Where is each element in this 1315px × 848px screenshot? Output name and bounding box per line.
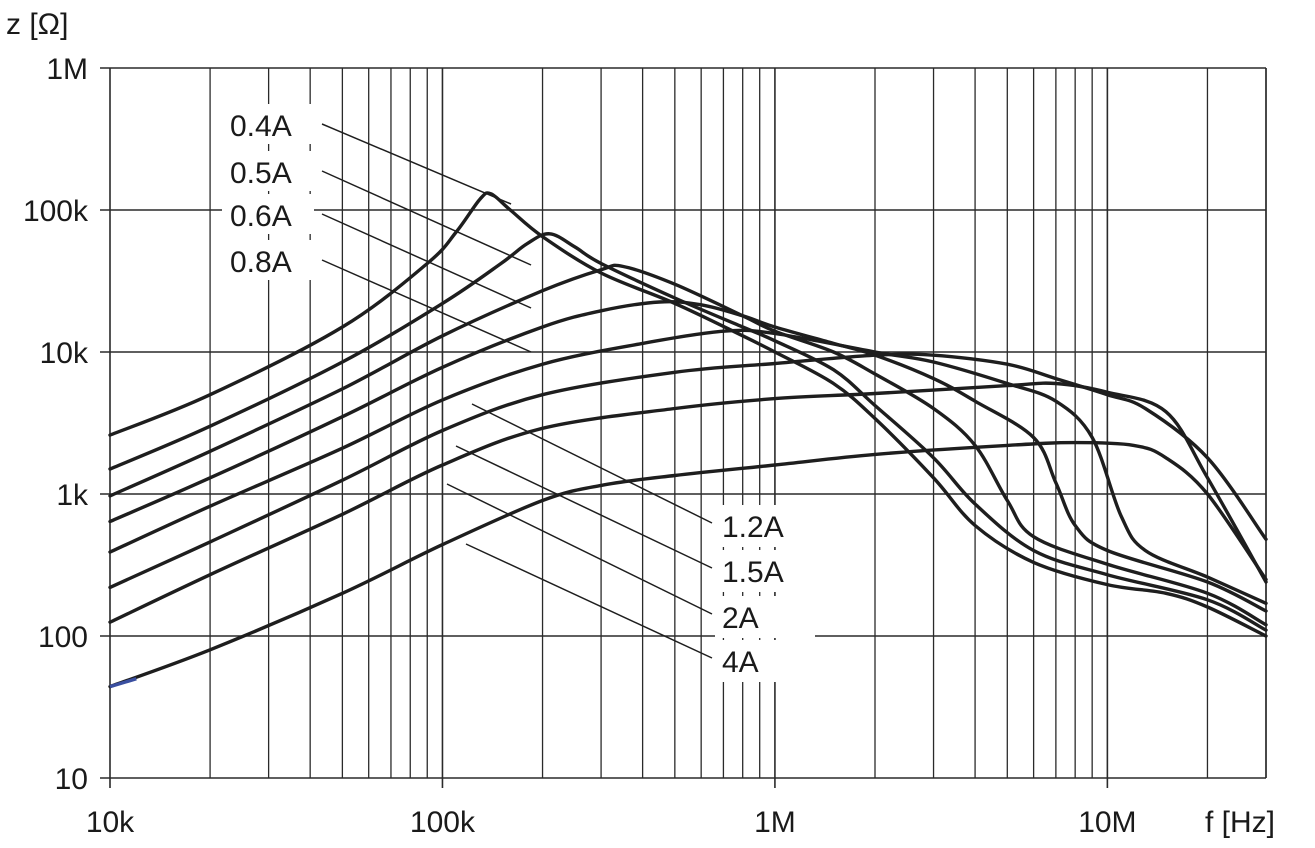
series-line-0.6A <box>108 263 1268 627</box>
legend-leader-line <box>465 543 713 659</box>
legend-label-bg <box>715 640 815 682</box>
legend-label-bg <box>222 151 314 191</box>
legend-leader-line <box>455 445 713 569</box>
series-line-0.4A <box>108 191 1268 638</box>
series-start-segment <box>109 677 137 689</box>
legend-label: 4A <box>722 646 759 679</box>
legend-label: 0.6A <box>230 200 292 233</box>
chart-grid <box>100 67 1267 788</box>
legend-label: 1.5A <box>722 556 784 589</box>
series-line-2A <box>108 381 1268 624</box>
legend-label-bg <box>222 104 314 144</box>
x-tick-label: 1M <box>754 806 796 839</box>
series-line-4A <box>108 440 1268 689</box>
legend-label: 0.5A <box>230 157 292 190</box>
legend-leader-line <box>471 403 713 524</box>
legend-label: 0.4A <box>230 110 292 143</box>
legend-leader-line <box>321 123 512 205</box>
y-tick-label: 100 <box>38 621 88 654</box>
chart-legend: 0.4A 0.5A 0.6A 0.8A 1.2A 1.5A 2A 4A <box>222 104 815 682</box>
series-line-0.8A <box>108 299 1268 613</box>
legend-label-bg <box>715 550 815 592</box>
legend-leader-line <box>321 170 532 266</box>
x-axis-label: f [Hz] <box>1205 806 1275 839</box>
y-tick-label: 10 <box>55 763 88 796</box>
y-tick-label: 10k <box>40 337 89 370</box>
x-tick-label: 10k <box>86 806 135 839</box>
legend-label-bg <box>715 505 815 547</box>
series-line-1.2A <box>108 328 1268 605</box>
legend-label-bg <box>222 240 314 280</box>
legend-label: 2A <box>722 602 759 635</box>
series-line-1.5A <box>108 352 1268 590</box>
legend-leader-line <box>321 259 532 353</box>
legend-label-bg <box>715 596 815 638</box>
x-tick-label: 100k <box>410 806 476 839</box>
tick-labels: 10 100 1k 10k 100k 1M 10k 100k 1M 10M <box>23 53 1137 839</box>
legend-label: 1.2A <box>722 511 784 544</box>
chart-series <box>108 191 1268 689</box>
y-tick-label: 100k <box>23 195 89 228</box>
legend-leader-line <box>321 213 532 309</box>
legend-label-bg <box>222 194 314 234</box>
y-tick-label: 1M <box>46 53 88 86</box>
y-tick-label: 1k <box>56 479 89 512</box>
legend-leader-line <box>446 483 713 615</box>
x-tick-label: 10M <box>1078 806 1136 839</box>
legend-label: 0.8A <box>230 246 292 279</box>
y-axis-label: z [Ω] <box>6 8 68 41</box>
